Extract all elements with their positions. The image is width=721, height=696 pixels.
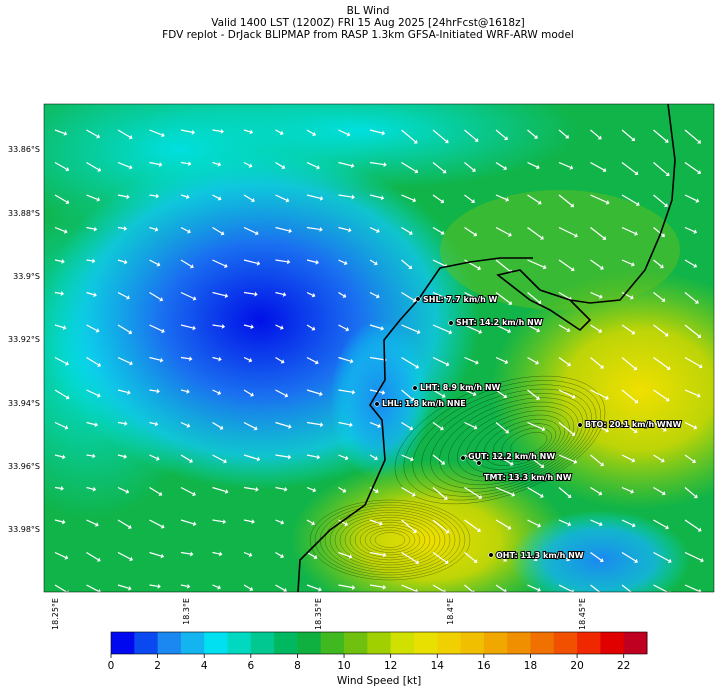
colorbar-tick-label: 22 <box>617 660 630 672</box>
station-label: SHL: 7.7 km/h W <box>423 295 498 304</box>
colorbar-tick-label: 2 <box>154 660 161 672</box>
lat-label: 33.9°S <box>13 272 40 281</box>
wind-arrow <box>717 423 721 429</box>
wind-arrow <box>717 358 721 364</box>
lon-axis: 18.25°E 18.3°E 18.35°E 18.4°E 18.45°E <box>51 598 587 630</box>
station-marker <box>416 297 421 302</box>
wind-arrow <box>717 260 721 266</box>
station-marker <box>489 553 494 558</box>
wind-arrow <box>717 130 721 141</box>
station-label: OHT: 11.3 km/h NW <box>496 551 584 560</box>
wind-arrow <box>717 520 721 531</box>
wind-arrow <box>717 163 721 169</box>
wind-arrow <box>717 325 721 336</box>
lat-label: 33.94°S <box>8 399 40 408</box>
wind-arrow <box>717 195 721 200</box>
station-label: LHT: 8.9 km/h NW <box>420 383 501 392</box>
colorbar-bin <box>134 632 158 654</box>
wind-arrow-head <box>602 593 606 597</box>
colorbar-tick-label: 12 <box>384 660 397 672</box>
lat-label: 33.96°S <box>8 462 40 471</box>
station-label: TMT: 13.3 km/h NW <box>484 473 572 482</box>
lon-label: 18.4°E <box>446 598 455 625</box>
colorbar-bin <box>181 632 205 654</box>
colorbar-bin <box>554 632 578 654</box>
colorbar-tick-label: 8 <box>294 660 301 672</box>
colorbar-bin <box>414 632 438 654</box>
colorbar-bin <box>158 632 182 654</box>
colorbar-bin <box>111 632 135 654</box>
wind-arrow <box>717 585 721 592</box>
map-field <box>0 60 721 620</box>
station-marker <box>578 423 583 428</box>
station-label: GUT: 12.2 km/h NW <box>468 452 555 461</box>
wind-arrow <box>717 553 721 559</box>
source: FDV replot - DrJack BLIPMAP from RASP 1.… <box>162 29 574 41</box>
lat-label: 33.88°S <box>8 209 40 218</box>
station-label: BTO: 20.1 km/h WNW <box>585 420 681 429</box>
colorbar-bin <box>461 632 485 654</box>
colorbar-tick-label: 16 <box>477 660 491 672</box>
lat-label: 33.92°S <box>8 335 40 344</box>
colorbar-label: Wind Speed [kt] <box>337 675 421 687</box>
colorbar-tick-label: 0 <box>108 660 115 672</box>
colorbar-bin <box>507 632 531 654</box>
colorbar-bin <box>600 632 624 654</box>
station-marker <box>449 321 454 326</box>
station-label: SHT: 14.2 km/h NW <box>456 318 543 327</box>
station-marker <box>461 456 466 461</box>
colorbar-tick-label: 14 <box>431 660 445 672</box>
colorbar-tick-label: 20 <box>570 660 583 672</box>
station-marker <box>375 402 380 407</box>
wind-arrow <box>717 488 721 497</box>
colorbar-bin <box>274 632 298 654</box>
valid-time: Valid 1400 LST (1200Z) FRI 15 Aug 2025 [… <box>211 17 524 29</box>
colorbar-bin <box>530 632 554 654</box>
station-label: LHL: 1.8 km/h NNE <box>382 399 466 408</box>
title: BL Wind <box>347 5 390 17</box>
lon-label: 18.45°E <box>578 598 587 630</box>
colorbar-tick-label: 6 <box>247 660 254 672</box>
colorbar-bin <box>367 632 391 654</box>
lat-label: 33.86°S <box>8 145 40 154</box>
wind-arrow <box>717 455 721 460</box>
colorbar-bin <box>297 632 321 654</box>
colorbar-bin <box>321 632 345 654</box>
station-marker <box>477 461 482 466</box>
colorbar-tick-label: 4 <box>201 660 208 672</box>
colorbar-bin <box>391 632 415 654</box>
colorbar-tick-label: 10 <box>337 660 350 672</box>
colorbar-bin <box>437 632 461 654</box>
lat-axis: 33.86°S 33.88°S 33.9°S 33.92°S 33.94°S 33.96°… <box>8 145 40 534</box>
colorbar-bin <box>577 632 601 654</box>
colorbar-bin <box>624 632 648 654</box>
station-marker <box>413 386 418 391</box>
colorbar-bin <box>228 632 252 654</box>
wind-arrow-head <box>635 594 639 598</box>
colorbar-bin <box>204 632 228 654</box>
lon-label: 18.25°E <box>51 598 60 630</box>
colorbar-bin <box>251 632 275 654</box>
lon-label: 18.35°E <box>314 598 323 630</box>
wind-arrow <box>717 228 721 235</box>
lat-label: 33.98°S <box>8 525 40 534</box>
colorbar: 0 2 4 6 8 10 12 14 16 18 20 22 <box>108 632 648 672</box>
colorbar-bin <box>344 632 368 654</box>
colorbar-tick-label: 18 <box>524 660 537 672</box>
lon-label: 18.3°E <box>182 598 191 625</box>
wind-arrow <box>717 293 721 301</box>
colorbar-bin <box>484 632 508 654</box>
wind-arrow <box>717 390 721 396</box>
